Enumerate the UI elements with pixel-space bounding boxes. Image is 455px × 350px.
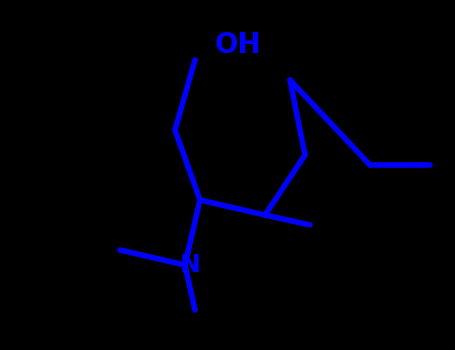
Text: OH: OH [215, 31, 262, 59]
Text: N: N [180, 253, 201, 277]
